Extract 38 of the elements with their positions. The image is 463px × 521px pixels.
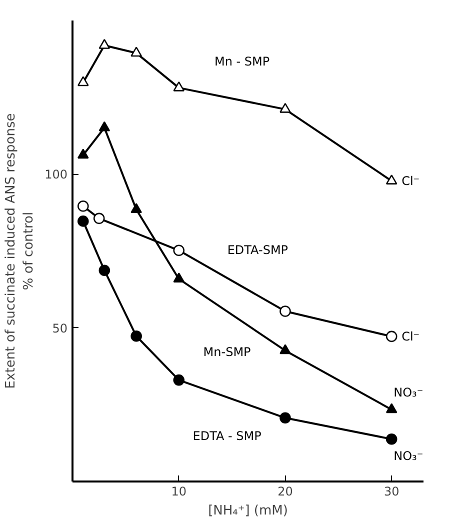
point — [130, 330, 142, 342]
annotation: NO₃⁻ — [394, 449, 424, 464]
annotation: EDTA-SMP — [227, 242, 288, 257]
point — [130, 203, 142, 214]
x-axis-title: [NH₄⁺] (mM) — [208, 504, 288, 518]
point — [386, 433, 398, 445]
point — [173, 374, 185, 386]
point — [77, 76, 89, 86]
point — [173, 81, 185, 92]
point — [77, 200, 89, 212]
point — [386, 174, 398, 184]
point — [173, 244, 185, 256]
annotation: NO₃⁻ — [394, 386, 424, 400]
point — [280, 344, 291, 354]
y-tick-label: 50 — [52, 321, 68, 336]
point — [173, 272, 185, 283]
annotation: Mn-SMP — [203, 344, 251, 359]
annotation: Cl⁻ — [402, 174, 420, 188]
point — [280, 412, 291, 424]
point — [280, 306, 291, 317]
point — [77, 148, 89, 159]
x-tick-label: 10 — [171, 484, 187, 498]
point — [130, 46, 142, 57]
x-tick-label: 30 — [384, 484, 400, 498]
annotation: EDTA - SMP — [192, 428, 262, 443]
y-tick-label: 100 — [44, 168, 68, 182]
point — [98, 121, 110, 132]
point — [98, 38, 110, 49]
y-axis-title: Extent of succinate induced ANS response % of control — [4, 113, 37, 389]
point — [280, 102, 291, 113]
point — [386, 330, 398, 342]
point — [386, 403, 398, 414]
x-tick-label: 20 — [278, 484, 293, 498]
point — [77, 216, 89, 227]
annotation: Cl⁻ — [402, 329, 420, 344]
point — [98, 264, 110, 276]
annotation: Mn - SMP — [214, 54, 270, 69]
point — [93, 212, 105, 224]
